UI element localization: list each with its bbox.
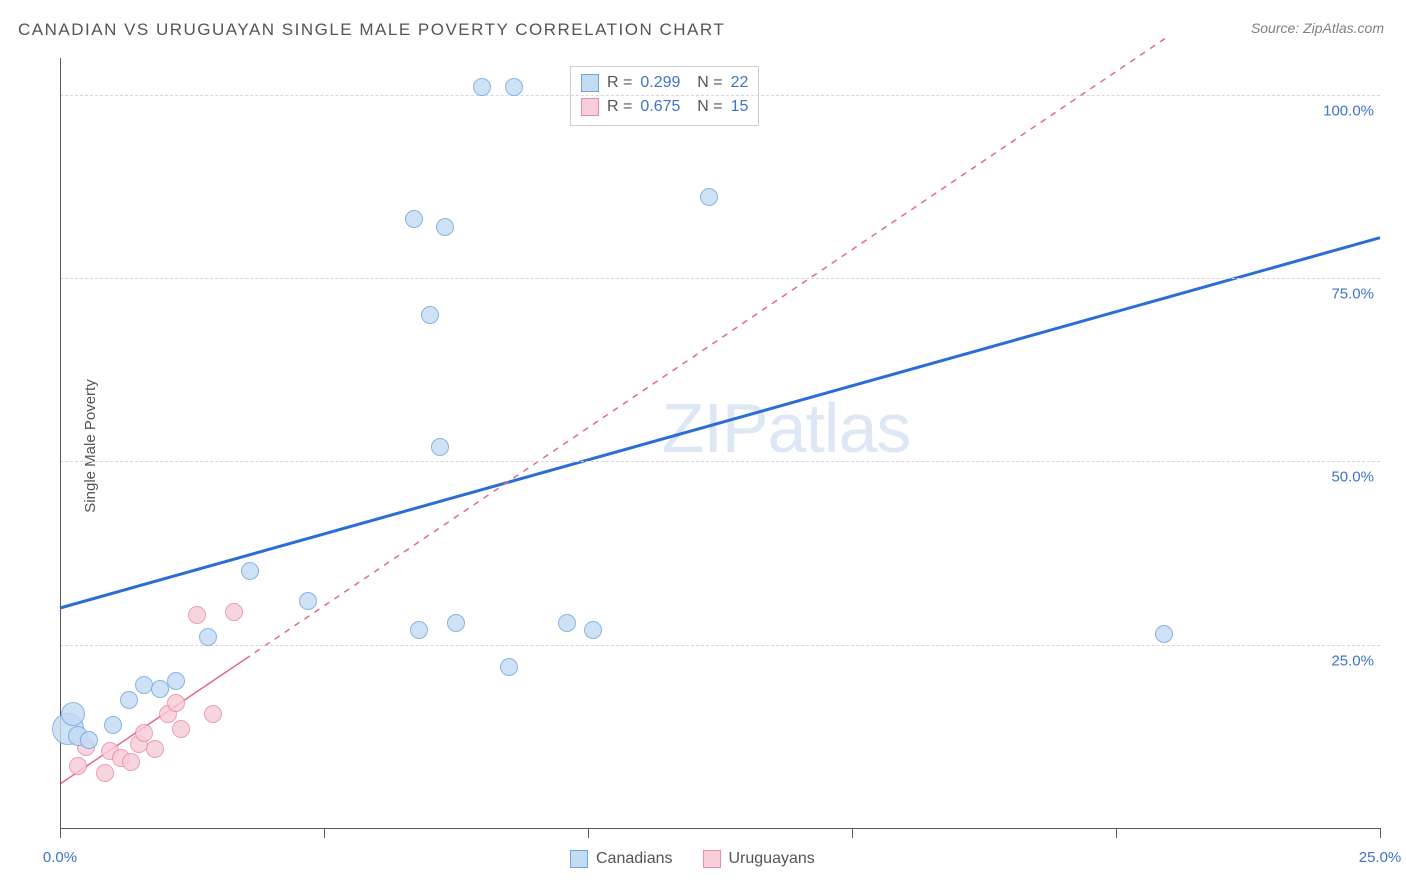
data-point	[421, 306, 439, 324]
data-point	[167, 672, 185, 690]
data-point	[500, 658, 518, 676]
y-tick-label: 100.0%	[1323, 102, 1386, 119]
swatch-uruguayan	[703, 850, 721, 868]
x-tick	[324, 828, 325, 838]
data-point	[299, 592, 317, 610]
chart-title: CANADIAN VS URUGUAYAN SINGLE MALE POVERT…	[18, 20, 725, 40]
data-point	[410, 621, 428, 639]
x-tick	[60, 828, 61, 838]
legend-item: Uruguayans	[703, 850, 815, 868]
trend-line	[245, 36, 1169, 659]
x-tick-label: 0.0%	[43, 849, 77, 866]
data-point	[96, 764, 114, 782]
data-point	[405, 210, 423, 228]
data-point	[225, 603, 243, 621]
data-point	[120, 691, 138, 709]
x-tick-label: 25.0%	[1359, 849, 1402, 866]
gridline	[60, 645, 1380, 646]
plot-svg	[60, 58, 1380, 828]
trend-line	[60, 238, 1380, 608]
data-point	[204, 705, 222, 723]
series-legend: Canadians Uruguayans	[570, 850, 815, 868]
data-point	[80, 731, 98, 749]
x-axis	[60, 828, 1380, 829]
y-tick-label: 50.0%	[1331, 469, 1386, 486]
data-point	[447, 614, 465, 632]
data-point	[241, 562, 259, 580]
data-point	[473, 78, 491, 96]
data-point	[558, 614, 576, 632]
gridline	[60, 95, 1380, 96]
data-point	[431, 438, 449, 456]
legend-label: Uruguayans	[729, 850, 815, 868]
y-tick-label: 25.0%	[1331, 652, 1386, 669]
data-point	[188, 606, 206, 624]
x-tick	[852, 828, 853, 838]
swatch-canadian	[570, 850, 588, 868]
data-point	[104, 716, 122, 734]
data-point	[61, 702, 85, 726]
gridline	[60, 278, 1380, 279]
scatter-plot: ZIPatlas R = 0.299 N = 22 R = 0.675 N = …	[60, 58, 1380, 828]
data-point	[69, 757, 87, 775]
data-point	[167, 694, 185, 712]
data-point	[122, 753, 140, 771]
data-point	[700, 188, 718, 206]
data-point	[199, 628, 217, 646]
data-point	[146, 740, 164, 758]
gridline	[60, 461, 1380, 462]
data-point	[584, 621, 602, 639]
data-point	[172, 720, 190, 738]
source-label: Source: ZipAtlas.com	[1251, 20, 1384, 36]
data-point	[1155, 625, 1173, 643]
y-tick-label: 75.0%	[1331, 286, 1386, 303]
legend-label: Canadians	[596, 850, 673, 868]
legend-item: Canadians	[570, 850, 673, 868]
data-point	[436, 218, 454, 236]
x-tick	[1380, 828, 1381, 838]
x-tick	[588, 828, 589, 838]
data-point	[505, 78, 523, 96]
x-tick	[1116, 828, 1117, 838]
data-point	[135, 724, 153, 742]
